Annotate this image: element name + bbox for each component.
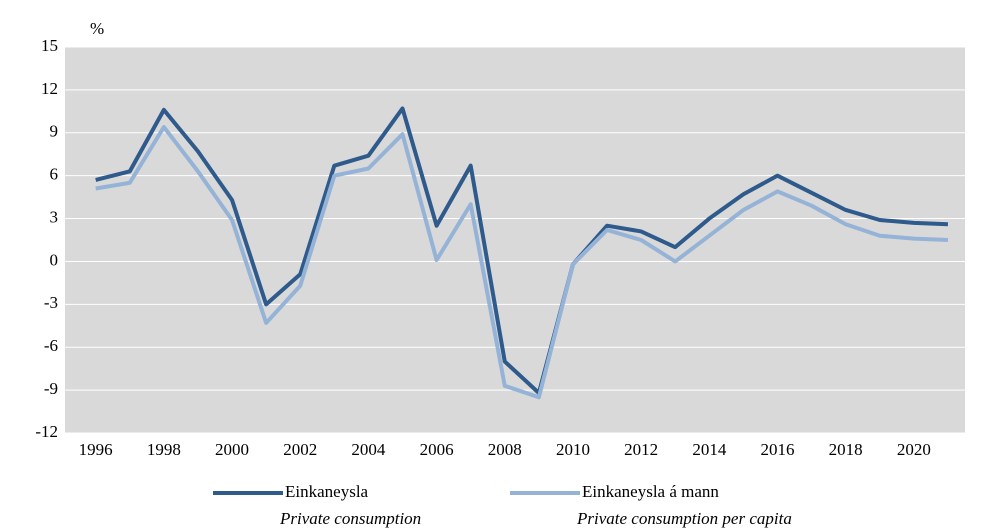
x-tick-label: 2006 bbox=[420, 440, 454, 459]
y-tick-label: 0 bbox=[50, 250, 59, 269]
y-tick-label: 15 bbox=[41, 36, 58, 55]
legend-label-en: Private consumption bbox=[279, 509, 421, 528]
y-tick-label: -6 bbox=[44, 336, 58, 355]
x-tick-label: 2008 bbox=[488, 440, 522, 459]
x-tick-label: 2010 bbox=[556, 440, 590, 459]
legend-label: Einkaneysla á mann bbox=[582, 482, 719, 501]
x-tick-label: 2002 bbox=[283, 440, 317, 459]
plot-area bbox=[65, 47, 965, 433]
y-tick-label: -12 bbox=[35, 422, 58, 441]
y-tick-label: -3 bbox=[44, 293, 58, 312]
series-line bbox=[95, 125, 949, 400]
y-tick-label: -9 bbox=[44, 379, 58, 398]
y-tick-label: 6 bbox=[50, 165, 59, 184]
x-tick-label: 2020 bbox=[897, 440, 931, 459]
x-tick-label: 2016 bbox=[761, 440, 795, 459]
x-tick-label: 2012 bbox=[624, 440, 658, 459]
y-unit: % bbox=[90, 19, 104, 38]
x-tick-label: 2000 bbox=[215, 440, 249, 459]
x-tick-label: 1996 bbox=[79, 440, 113, 459]
legend-label-en: Private consumption per capita bbox=[576, 509, 792, 528]
y-tick-label: 3 bbox=[50, 207, 59, 226]
x-tick-label: 1998 bbox=[147, 440, 181, 459]
legend-label: Einkaneysla bbox=[285, 482, 369, 501]
series-line bbox=[95, 106, 949, 395]
x-tick-label: 2014 bbox=[692, 440, 727, 459]
x-tick-label: 2018 bbox=[829, 440, 863, 459]
x-tick-label: 2004 bbox=[351, 440, 386, 459]
y-tick-label: 12 bbox=[41, 79, 58, 98]
y-tick-label: 9 bbox=[50, 122, 59, 141]
